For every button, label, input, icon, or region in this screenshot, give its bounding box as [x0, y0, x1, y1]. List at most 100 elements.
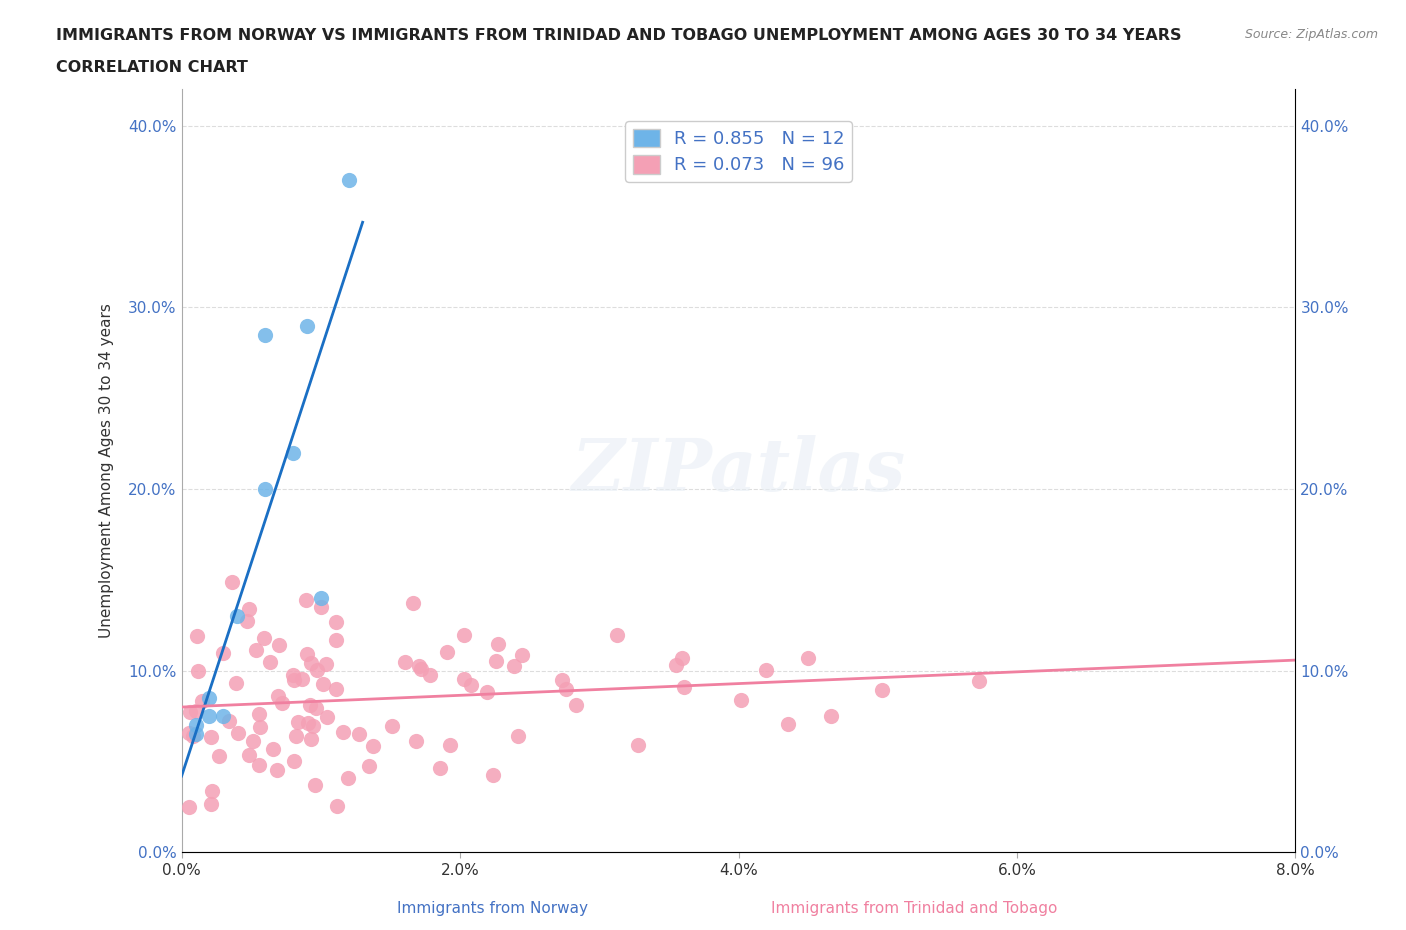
Text: IMMIGRANTS FROM NORWAY VS IMMIGRANTS FROM TRINIDAD AND TOBAGO UNEMPLOYMENT AMONG: IMMIGRANTS FROM NORWAY VS IMMIGRANTS FRO… — [56, 28, 1181, 43]
Point — [254, 482, 277, 497]
Point — [304, 777, 326, 792]
Point — [820, 709, 842, 724]
Point — [184, 718, 207, 733]
Point — [309, 591, 332, 605]
Point — [477, 684, 499, 699]
Point — [283, 753, 305, 768]
Legend: R = 0.855   N = 12, R = 0.073   N = 96: R = 0.855 N = 12, R = 0.073 N = 96 — [626, 121, 852, 181]
Point — [626, 737, 648, 752]
Point — [297, 715, 319, 730]
Point — [671, 650, 693, 665]
Point — [359, 759, 381, 774]
Point — [315, 710, 337, 724]
Point — [337, 173, 360, 188]
Point — [247, 707, 270, 722]
Point — [486, 636, 509, 651]
Point — [267, 688, 290, 703]
Point — [508, 729, 530, 744]
Point — [870, 683, 893, 698]
Text: Immigrants from Trinidad and Tobago: Immigrants from Trinidad and Tobago — [770, 901, 1057, 916]
Point — [291, 671, 314, 686]
Point — [309, 600, 332, 615]
Point — [259, 655, 281, 670]
Point — [672, 680, 695, 695]
Point — [285, 728, 308, 743]
Point — [411, 662, 433, 677]
Point — [200, 729, 222, 744]
Point — [249, 720, 271, 735]
Point — [287, 714, 309, 729]
Point — [305, 700, 328, 715]
Point — [401, 595, 423, 610]
Point — [198, 691, 221, 706]
Point — [361, 738, 384, 753]
Point — [550, 672, 572, 687]
Point — [665, 658, 688, 672]
Point — [186, 629, 208, 644]
Text: Source: ZipAtlas.com: Source: ZipAtlas.com — [1244, 28, 1378, 41]
Point — [408, 659, 430, 674]
Point — [325, 632, 347, 647]
Point — [326, 799, 349, 814]
Point — [564, 698, 586, 712]
Point — [252, 631, 274, 645]
Point — [245, 643, 267, 658]
Point — [283, 672, 305, 687]
Point — [184, 703, 207, 718]
Point — [325, 615, 347, 630]
Point — [187, 663, 209, 678]
Point — [297, 646, 319, 661]
Point — [181, 728, 204, 743]
Text: ZIPatlas: ZIPatlas — [571, 435, 905, 507]
Point — [298, 698, 321, 713]
Point — [238, 602, 260, 617]
Point — [294, 592, 316, 607]
Point — [198, 709, 221, 724]
Point — [429, 761, 451, 776]
Point — [212, 645, 235, 660]
Point — [332, 724, 354, 739]
Point — [226, 725, 249, 740]
Point — [394, 655, 416, 670]
Point — [485, 654, 508, 669]
Point — [503, 658, 526, 673]
Point — [191, 694, 214, 709]
Point — [606, 628, 628, 643]
Point — [236, 614, 259, 629]
Point — [347, 727, 370, 742]
Point — [381, 719, 404, 734]
Point — [311, 677, 333, 692]
Point — [776, 717, 799, 732]
Point — [460, 678, 482, 693]
Point — [225, 676, 247, 691]
Point — [405, 733, 427, 748]
Point — [555, 682, 578, 697]
Point — [238, 748, 260, 763]
Point — [262, 742, 284, 757]
Point — [267, 638, 290, 653]
Text: Immigrants from Norway: Immigrants from Norway — [396, 901, 588, 916]
Point — [336, 771, 359, 786]
Point — [295, 318, 318, 333]
Point — [184, 727, 207, 742]
Point — [218, 713, 240, 728]
Point — [177, 799, 200, 814]
Point — [755, 662, 778, 677]
Point — [281, 445, 304, 460]
Point — [221, 575, 243, 590]
Point — [315, 657, 337, 671]
Point — [967, 674, 990, 689]
Point — [325, 682, 347, 697]
Point — [730, 693, 752, 708]
Point — [482, 767, 505, 782]
Point — [212, 709, 235, 724]
Point — [436, 645, 458, 660]
Point — [254, 327, 277, 342]
Point — [301, 656, 323, 671]
Point — [797, 651, 820, 666]
Point — [281, 668, 304, 683]
Point — [266, 763, 288, 777]
Point — [247, 757, 270, 772]
Point — [270, 696, 292, 711]
Point — [299, 732, 322, 747]
